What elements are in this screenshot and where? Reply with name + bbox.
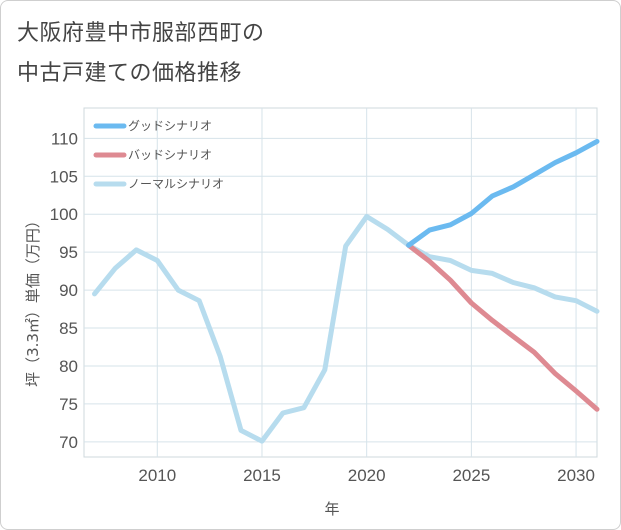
y-tick-label: 105 (50, 167, 78, 186)
series-line-0 (406, 138, 600, 248)
legend-label-0: グッドシナリオ (128, 119, 212, 133)
y-tick-label: 95 (59, 243, 78, 262)
y-axis-label: 坪（3.3㎡）単価（万円） (24, 213, 42, 387)
legend-label-1: バッドシナリオ (128, 148, 212, 162)
x-tick-label: 2025 (452, 466, 490, 485)
y-tick-label: 100 (50, 205, 78, 224)
y-tick-label: 85 (59, 319, 78, 338)
y-tick-label: 110 (51, 129, 78, 148)
chart-title-line-1: 大阪府豊中市服部西町の (17, 21, 265, 46)
y-tick-label: 80 (59, 357, 78, 376)
x-tick-label: 2030 (557, 466, 595, 485)
series-line-2 (92, 214, 600, 444)
x-tick-label: 2015 (243, 466, 281, 485)
grid-lines (84, 108, 597, 457)
y-tick-label: 90 (59, 281, 78, 300)
y-tick-label: 75 (59, 395, 78, 414)
series-layer (92, 138, 600, 444)
x-axis-label: 年 (324, 500, 339, 518)
legend-label-2: ノーマルシナリオ (128, 177, 224, 191)
tick-labels: 2010 2015 2020 2025 2030 70 75 80 85 90 95 100 105 11… (50, 129, 595, 485)
x-tick-label: 2010 (138, 466, 176, 485)
chart-title-line-2: 中古戸建ての価格推移 (17, 61, 243, 86)
y-tick-label: 70 (59, 433, 78, 452)
x-tick-label: 2020 (348, 466, 386, 485)
series-line-1 (406, 242, 600, 412)
